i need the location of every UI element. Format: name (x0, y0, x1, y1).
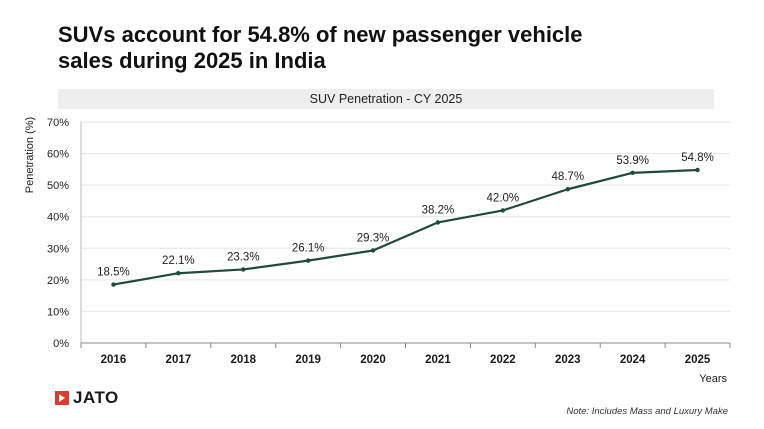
data-point (435, 220, 441, 225)
y-tick-label: 70% (47, 117, 69, 129)
data-label: 53.9% (616, 155, 649, 167)
data-label: 38.2% (422, 204, 455, 216)
chart-subtitle: SUV Penetration - CY 2025 (58, 89, 714, 109)
data-label: 42.0% (487, 192, 520, 204)
title-line-2: sales during 2025 in India (58, 48, 326, 73)
data-point (565, 187, 570, 192)
x-tick-label: 2023 (555, 354, 581, 366)
x-tick-label: 2024 (620, 354, 646, 366)
jato-logo-icon (55, 391, 69, 405)
x-axis-label: Years (699, 373, 727, 385)
y-tick-label: 30% (47, 243, 69, 255)
data-point (370, 248, 376, 253)
x-tick-label: 2018 (230, 354, 256, 366)
chart-title: SUVs account for 54.8% of new passenger … (58, 22, 738, 74)
data-point (500, 208, 506, 213)
data-label: 29.3% (357, 232, 390, 244)
x-tick-label: 2020 (360, 354, 386, 366)
data-label: 54.8% (681, 152, 714, 164)
x-tick-label: 2021 (425, 354, 451, 366)
data-label: 18.5% (97, 267, 130, 279)
y-tick-label: 50% (47, 180, 69, 192)
jato-logo-text: JATO (73, 388, 119, 407)
y-axis-label: Penetration (%) (24, 117, 36, 193)
data-point (241, 267, 246, 272)
y-tick-label: 60% (47, 149, 69, 161)
x-tick-label: 2025 (685, 354, 711, 366)
x-tick-label: 2016 (101, 354, 127, 366)
data-point (305, 258, 311, 263)
data-point (176, 271, 181, 276)
data-label: 22.1% (162, 255, 195, 267)
jato-logo: JATO (55, 388, 119, 407)
data-point (111, 282, 116, 287)
x-tick-label: 2017 (166, 354, 192, 366)
title-line-1: SUVs account for 54.8% of new passenger … (58, 22, 583, 47)
y-tick-label: 40% (47, 212, 69, 224)
data-label: 48.7% (551, 171, 584, 183)
data-label: 23.3% (227, 251, 260, 263)
x-tick-label: 2019 (295, 354, 321, 366)
x-tick-label: 2022 (490, 354, 516, 366)
y-tick-label: 0% (53, 338, 69, 350)
y-tick-label: 10% (47, 306, 69, 318)
data-label: 26.1% (292, 243, 325, 255)
footnote: Note: Includes Mass and Luxury Make (566, 406, 728, 417)
series-line (113, 168, 698, 286)
y-tick-label: 20% (47, 275, 69, 287)
data-point (630, 170, 635, 176)
data-point (695, 167, 700, 173)
